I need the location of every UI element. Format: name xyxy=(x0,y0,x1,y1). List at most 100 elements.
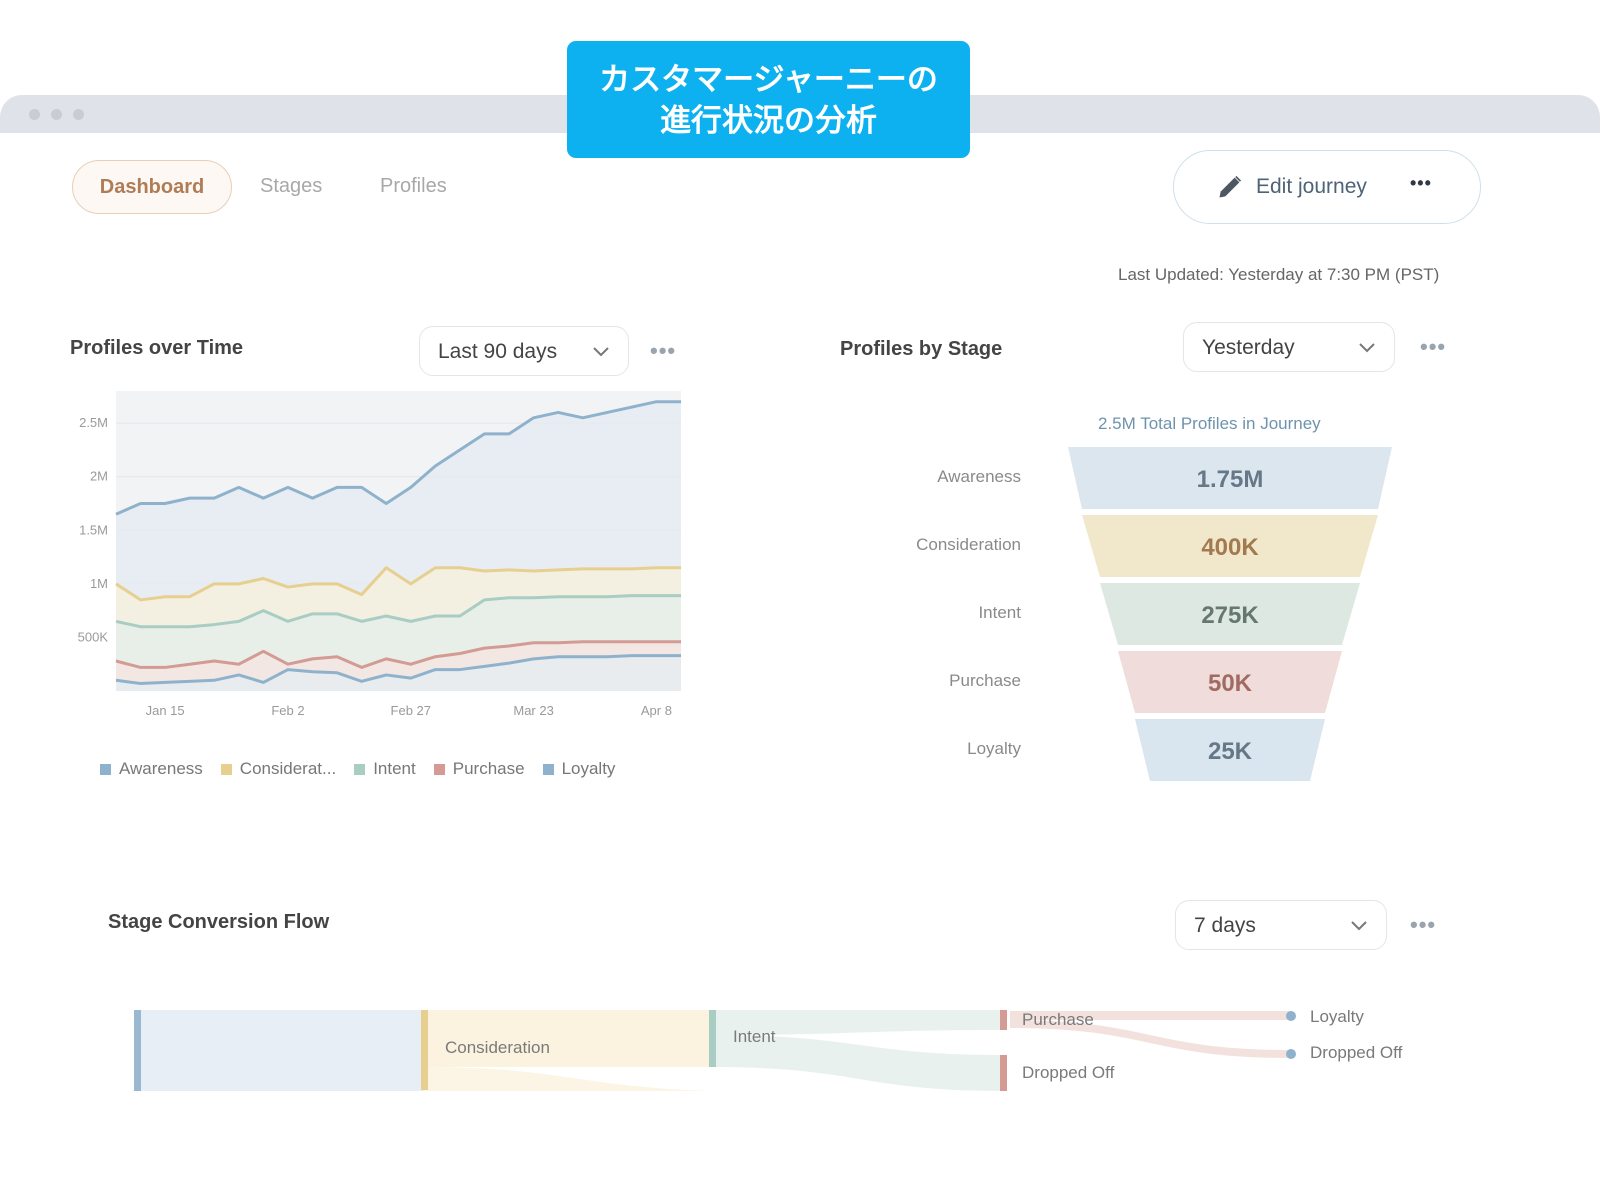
profiles-over-time-chart: 500K 1M 1.5M 2M 2.5M Jan 15 Feb 2 Feb 27 Mar 23 A… xyxy=(78,391,681,718)
sankey-node-dropped-2 xyxy=(1286,1049,1296,1059)
profiles-by-stage-title: Profiles by Stage xyxy=(840,338,1003,360)
range-select-value: Last 90 days xyxy=(438,340,558,363)
legend-swatch xyxy=(433,763,445,775)
legend-item: Awareness xyxy=(100,759,203,779)
funnel-value-label: 1.75M xyxy=(1197,466,1264,493)
edit-journey-button[interactable]: Edit journey ••• xyxy=(1173,150,1481,224)
sankey-label-loyalty: Loyalty xyxy=(1310,1007,1364,1026)
tab-profiles[interactable]: Profiles xyxy=(380,175,447,197)
last-updated-text: Last Updated: Yesterday at 7:30 PM (PST) xyxy=(1118,265,1440,284)
chart-more-icon[interactable]: ••• xyxy=(650,338,677,363)
funnel-segment-awareness xyxy=(1068,447,1392,509)
sankey-intent-drop xyxy=(712,1035,1003,1091)
window-dot-icon xyxy=(51,109,62,120)
funnel-value-label: 400K xyxy=(1201,534,1259,561)
title-banner: カスタマージャーニーの 進行状況の分析 xyxy=(567,41,970,158)
legend-swatch xyxy=(354,763,366,775)
sankey-purchase-drop xyxy=(1010,1020,1290,1058)
banner-line-2: 進行状況の分析 xyxy=(660,102,877,138)
series-line-considerat... xyxy=(115,566,681,602)
series-line-purchase xyxy=(115,640,681,669)
sankey-label-purchase: Purchase xyxy=(1022,1010,1094,1029)
chart-more-icon[interactable]: ••• xyxy=(1420,334,1447,359)
x-tick-label: Jan 15 xyxy=(146,703,185,718)
window-dot-icon xyxy=(29,109,40,120)
banner-line-1: カスタマージャーニーの xyxy=(599,61,938,97)
tab-stages[interactable]: Stages xyxy=(260,175,323,197)
tab-dashboard[interactable]: Dashboard xyxy=(72,160,232,214)
pencil-icon xyxy=(1219,175,1242,198)
edit-journey-label: Edit journey xyxy=(1256,175,1367,198)
series-area-loyalty xyxy=(116,655,681,691)
more-options-icon[interactable]: ••• xyxy=(1410,173,1432,193)
funnel-segment-intent xyxy=(1100,583,1360,645)
legend-item: Intent xyxy=(354,759,416,779)
funnel-value-label: 25K xyxy=(1208,738,1253,765)
sankey-label-consideration: Consideration xyxy=(445,1038,550,1057)
funnel-value-label: 275K xyxy=(1201,602,1259,629)
profiles-over-time-range-select[interactable]: Last 90 days xyxy=(419,326,629,376)
series-line-awareness xyxy=(115,400,681,516)
chevron-down-icon xyxy=(1359,343,1375,353)
funnel-segment-loyalty xyxy=(1135,719,1325,781)
sankey-label-intent: Intent xyxy=(733,1027,776,1046)
sankey-node-purchase xyxy=(1000,1010,1007,1030)
profiles-by-stage-range-select[interactable]: Yesterday xyxy=(1183,322,1395,372)
legend-label: Considerat... xyxy=(239,759,337,778)
legend-label: Loyalty xyxy=(561,759,616,778)
legend-label: Awareness xyxy=(119,759,203,778)
funnel-value-label: 50K xyxy=(1208,670,1253,697)
legend-label: Purchase xyxy=(452,759,525,778)
stage-conversion-flow-title: Stage Conversion Flow xyxy=(108,911,330,933)
x-tick-label: Feb 2 xyxy=(271,703,304,718)
legend-item: Purchase xyxy=(433,759,525,779)
funnel-stage-label: Purchase xyxy=(949,671,1021,690)
conversion-flow-sankey xyxy=(134,1010,1296,1091)
y-tick-label: 2.5M xyxy=(79,415,108,430)
y-tick-label: 500K xyxy=(78,629,109,644)
sankey-node-dropped-1 xyxy=(1000,1055,1007,1091)
sankey-awareness-band xyxy=(137,1010,424,1091)
sankey-purchase-loyalty xyxy=(1010,1011,1290,1020)
sankey-node-intent xyxy=(709,1010,716,1067)
sankey-label-dropped-off: Dropped Off xyxy=(1022,1063,1115,1082)
series-line-intent xyxy=(115,594,681,629)
range-select-value: 7 days xyxy=(1194,914,1256,937)
funnel-segment-consideration xyxy=(1082,515,1378,577)
range-select-value: Yesterday xyxy=(1202,336,1295,359)
legend-swatch xyxy=(220,763,232,775)
legend-item: Loyalty xyxy=(542,759,616,779)
legend-item: Considerat... xyxy=(220,759,337,779)
total-profiles-label: 2.5M Total Profiles in Journey xyxy=(1098,414,1321,433)
x-tick-label: Apr 8 xyxy=(641,703,672,718)
sankey-node-consideration xyxy=(421,1010,428,1090)
sankey-label-dropped-off: Dropped Off xyxy=(1310,1043,1403,1062)
sankey-node-awareness xyxy=(134,1010,141,1091)
legend-swatch xyxy=(542,763,554,775)
funnel-stage-label: Intent xyxy=(978,603,1021,622)
sankey-node-loyalty xyxy=(1286,1011,1296,1021)
x-tick-label: Feb 27 xyxy=(391,703,431,718)
legend-label: Intent xyxy=(373,759,416,778)
y-tick-label: 2M xyxy=(90,469,108,484)
funnel-stage-label: Loyalty xyxy=(967,739,1021,758)
sankey-intent-purchase xyxy=(712,1010,1003,1035)
chevron-down-icon xyxy=(593,347,609,357)
x-tick-label: Mar 23 xyxy=(513,703,553,718)
y-tick-label: 1M xyxy=(90,576,108,591)
funnel-segment-purchase xyxy=(1118,651,1342,713)
funnel-stage-label: Consideration xyxy=(916,535,1021,554)
chart-more-icon[interactable]: ••• xyxy=(1410,912,1437,937)
chart-legend: Awareness Considerat... Intent Purchase Loya… xyxy=(100,759,615,779)
chevron-down-icon xyxy=(1351,921,1367,931)
window-dot-icon xyxy=(73,109,84,120)
profiles-by-stage-funnel: 1.75M 400K 275K 50K 25K xyxy=(1068,447,1392,781)
series-line-loyalty xyxy=(115,654,681,685)
funnel-stage-label: Awareness xyxy=(937,467,1021,486)
profiles-over-time-title: Profiles over Time xyxy=(70,337,244,359)
sankey-consideration-drop xyxy=(424,1067,712,1091)
conversion-flow-range-select[interactable]: 7 days xyxy=(1175,900,1387,950)
y-tick-label: 1.5M xyxy=(79,522,108,537)
sankey-consideration-flow xyxy=(424,1010,712,1067)
legend-swatch xyxy=(100,763,111,775)
